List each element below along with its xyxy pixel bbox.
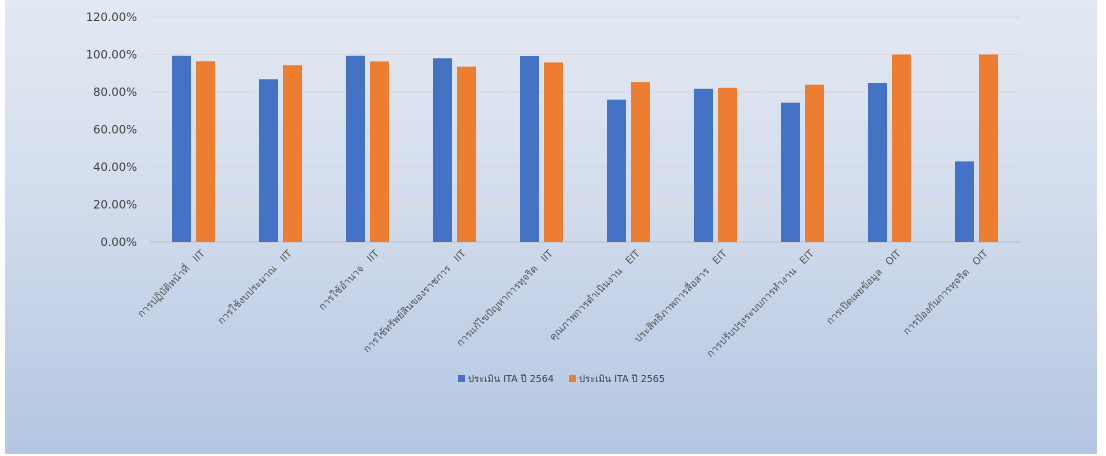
y-tick-label: 80.00% [93, 85, 137, 99]
bar-series-0 [346, 55, 365, 242]
legend: ประเมิน ITA ปี 2564 ประเมิน ITA ปี 2565 [458, 373, 665, 385]
bar-series-0 [259, 79, 278, 242]
y-tick-label: 100.00% [86, 48, 137, 62]
bar-series-1 [805, 84, 824, 242]
bar-series-1 [283, 65, 302, 242]
chart-area: 0.00% 20.00% 40.00% 60.00% 80.00% 100.00% 120.… [5, 0, 1097, 454]
legend-label-2565: ประเมิน ITA ปี 2565 [579, 373, 665, 385]
x-category-label: การใช้งบประมาณ IIT [215, 247, 295, 327]
bar-series-1 [631, 82, 650, 242]
legend-label-2564: ประเมิน ITA ปี 2564 [468, 373, 554, 385]
bar-series-1 [457, 66, 476, 242]
bar-series-0 [172, 55, 191, 242]
y-tick-label: 20.00% [93, 198, 137, 212]
y-axis-tick-labels: 0.00% 20.00% 40.00% 60.00% 80.00% 100.00% 120.… [86, 10, 137, 249]
x-axis-category-labels: การปฏิบัติหน้าที่ IIT การใช้งบประมาณ IIT ก… [134, 246, 991, 360]
bar-series-0 [781, 102, 800, 242]
x-category-label: การป้องกันการทุจริต OIT [901, 247, 991, 337]
y-tick-label: 120.00% [86, 10, 137, 24]
y-tick-label: 40.00% [93, 160, 137, 174]
legend-swatch-2565 [569, 375, 576, 382]
x-category-label: คุณภาพการดำเนินงาน EIT [548, 248, 644, 344]
x-category-label: การใช้อำนาจ IIT [316, 247, 382, 313]
bar-series-1 [718, 87, 737, 242]
bar-series-0 [520, 56, 539, 242]
x-category-label: การใช้ทรัพย์สินของราชการ IIT [361, 247, 469, 355]
bar-series-1 [892, 54, 911, 242]
legend-swatch-2564 [458, 375, 465, 382]
x-category-label: ประสิทธิภาพการสื่อสาร EIT [631, 246, 731, 346]
bar-series-1 [979, 54, 998, 242]
bar-series-0 [955, 161, 974, 242]
bar-series-0 [868, 83, 887, 242]
bar-series-1 [544, 62, 563, 242]
x-category-label: การปรับปรุงระบบการทำงาน EIT [705, 248, 817, 360]
y-tick-label: 60.00% [93, 123, 137, 137]
bar-series-1 [370, 61, 389, 242]
bar-chart: 0.00% 20.00% 40.00% 60.00% 80.00% 100.00% 120.… [86, 10, 1020, 385]
bar-series-0 [607, 99, 626, 242]
bar-series-1 [196, 61, 215, 242]
x-category-label: การแก้ไขปัญหาการทุจริต IIT [454, 247, 556, 349]
x-category-label: การปฏิบัติหน้าที่ IIT [134, 246, 208, 320]
y-tick-label: 0.00% [100, 235, 137, 249]
bar-series-0 [694, 88, 713, 242]
bar-series-0 [433, 58, 452, 242]
bars [172, 54, 998, 242]
x-category-label: การเปิดเผยข้อมูล OIT [824, 247, 904, 327]
gridlines [150, 16, 1020, 243]
